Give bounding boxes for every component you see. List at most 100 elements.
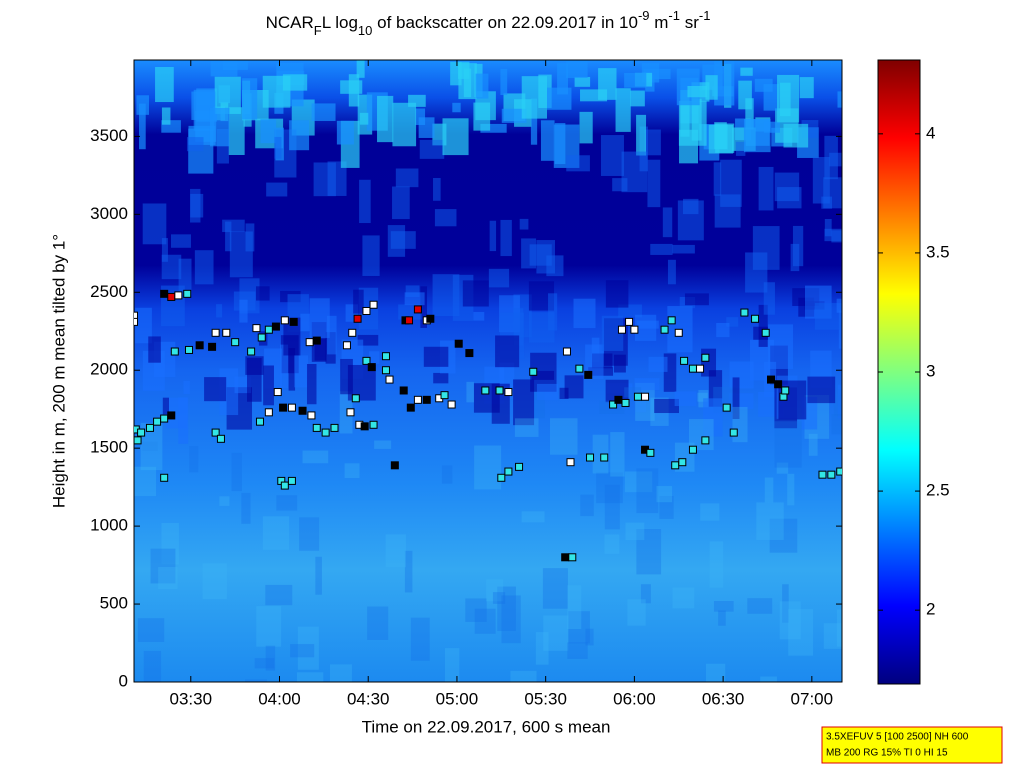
texture-patch <box>604 534 620 554</box>
title-part: L log <box>322 13 358 32</box>
texture-patch <box>703 398 723 437</box>
point <box>696 364 705 373</box>
texture-patch <box>743 119 771 153</box>
point <box>369 420 378 429</box>
texture-patch <box>705 75 718 100</box>
texture-patch <box>774 421 802 468</box>
point <box>247 347 256 356</box>
title-part: m <box>650 13 669 32</box>
x-tick-label: 03:30 <box>170 689 213 708</box>
texture-patch <box>488 268 510 288</box>
point <box>751 314 760 323</box>
texture-patch <box>745 98 754 130</box>
texture-patch <box>824 218 832 237</box>
point <box>264 325 273 334</box>
points <box>134 289 842 562</box>
texture-patch <box>474 445 502 490</box>
texture-patch <box>634 378 660 391</box>
x-axis-label: Time on 22.09.2017, 600 s mean <box>362 717 611 736</box>
point <box>729 428 738 437</box>
y-tick-label: 2000 <box>90 360 128 379</box>
texture-patch <box>836 609 842 647</box>
point <box>279 403 288 412</box>
point <box>680 356 689 365</box>
texture-patch <box>475 73 489 99</box>
texture-patch <box>635 394 647 413</box>
point <box>367 363 376 372</box>
point <box>160 289 169 298</box>
chart-title: NCARFL log10 of backscatter on 22.09.201… <box>266 8 711 38</box>
title-part: -1 <box>699 8 711 23</box>
texture-patch <box>713 601 734 612</box>
texture-patch <box>519 218 529 230</box>
point <box>134 317 138 326</box>
texture-patch <box>441 465 453 484</box>
texture-patch <box>142 441 158 451</box>
texture-patch <box>276 495 298 511</box>
texture-patch <box>362 235 380 276</box>
texture-patch <box>336 120 354 145</box>
texture-patch <box>367 606 389 640</box>
texture-patch <box>790 243 800 272</box>
point <box>273 388 282 397</box>
texture-patch <box>263 365 274 406</box>
y-tick-label: 1500 <box>90 438 128 457</box>
texture-patch <box>418 117 435 138</box>
texture-patch <box>222 219 245 233</box>
texture-patch <box>530 98 538 145</box>
texture-patch <box>536 383 559 401</box>
texture-patch <box>209 107 230 147</box>
texture-patch <box>368 351 380 364</box>
texture-patch <box>183 380 190 394</box>
texture-patch <box>231 452 242 492</box>
point <box>390 461 399 470</box>
point <box>774 380 783 389</box>
point <box>298 406 307 415</box>
point <box>348 328 357 337</box>
texture-patch <box>682 198 699 215</box>
y-tick-label: 0 <box>119 671 128 690</box>
point <box>289 317 298 326</box>
texture-patch <box>222 60 248 70</box>
x-tick-label: 06:30 <box>702 689 745 708</box>
point <box>342 341 351 350</box>
x-tick-label: 05:30 <box>524 689 567 708</box>
texture-patch <box>782 584 789 623</box>
texture-patch <box>239 299 248 323</box>
texture-patch <box>542 568 568 609</box>
texture-patch <box>549 418 578 455</box>
texture-patch <box>309 298 330 338</box>
texture-patch <box>713 162 722 196</box>
texture-patch <box>247 358 262 402</box>
texture-patch <box>659 495 674 519</box>
point <box>440 391 449 400</box>
texture-patch <box>190 193 204 218</box>
point <box>160 473 169 482</box>
point <box>586 453 595 462</box>
x-tick-label: 07:00 <box>791 689 834 708</box>
texture-patch <box>528 312 555 343</box>
texture-patch <box>228 107 245 156</box>
point <box>385 375 394 384</box>
point <box>353 314 362 323</box>
colorbar-tick-label: 3.5 <box>926 242 950 261</box>
texture-patch <box>242 78 258 120</box>
x-tick-label: 05:00 <box>436 689 479 708</box>
texture-patch <box>546 255 564 277</box>
texture-patch <box>314 338 327 361</box>
texture-patch <box>709 541 724 588</box>
texture-patch <box>624 72 647 88</box>
texture-patch <box>497 586 516 632</box>
texture-patch <box>204 377 227 402</box>
x-tick-label: 06:00 <box>613 689 656 708</box>
point <box>630 325 639 334</box>
point <box>674 328 683 337</box>
texture-patch <box>404 550 413 593</box>
point <box>529 367 538 376</box>
texture-patch <box>624 471 653 493</box>
texture-patch <box>763 282 775 315</box>
texture-patch <box>718 610 726 626</box>
texture-patch <box>327 315 337 355</box>
texture-patch <box>377 95 394 143</box>
texture-patch <box>473 312 485 321</box>
